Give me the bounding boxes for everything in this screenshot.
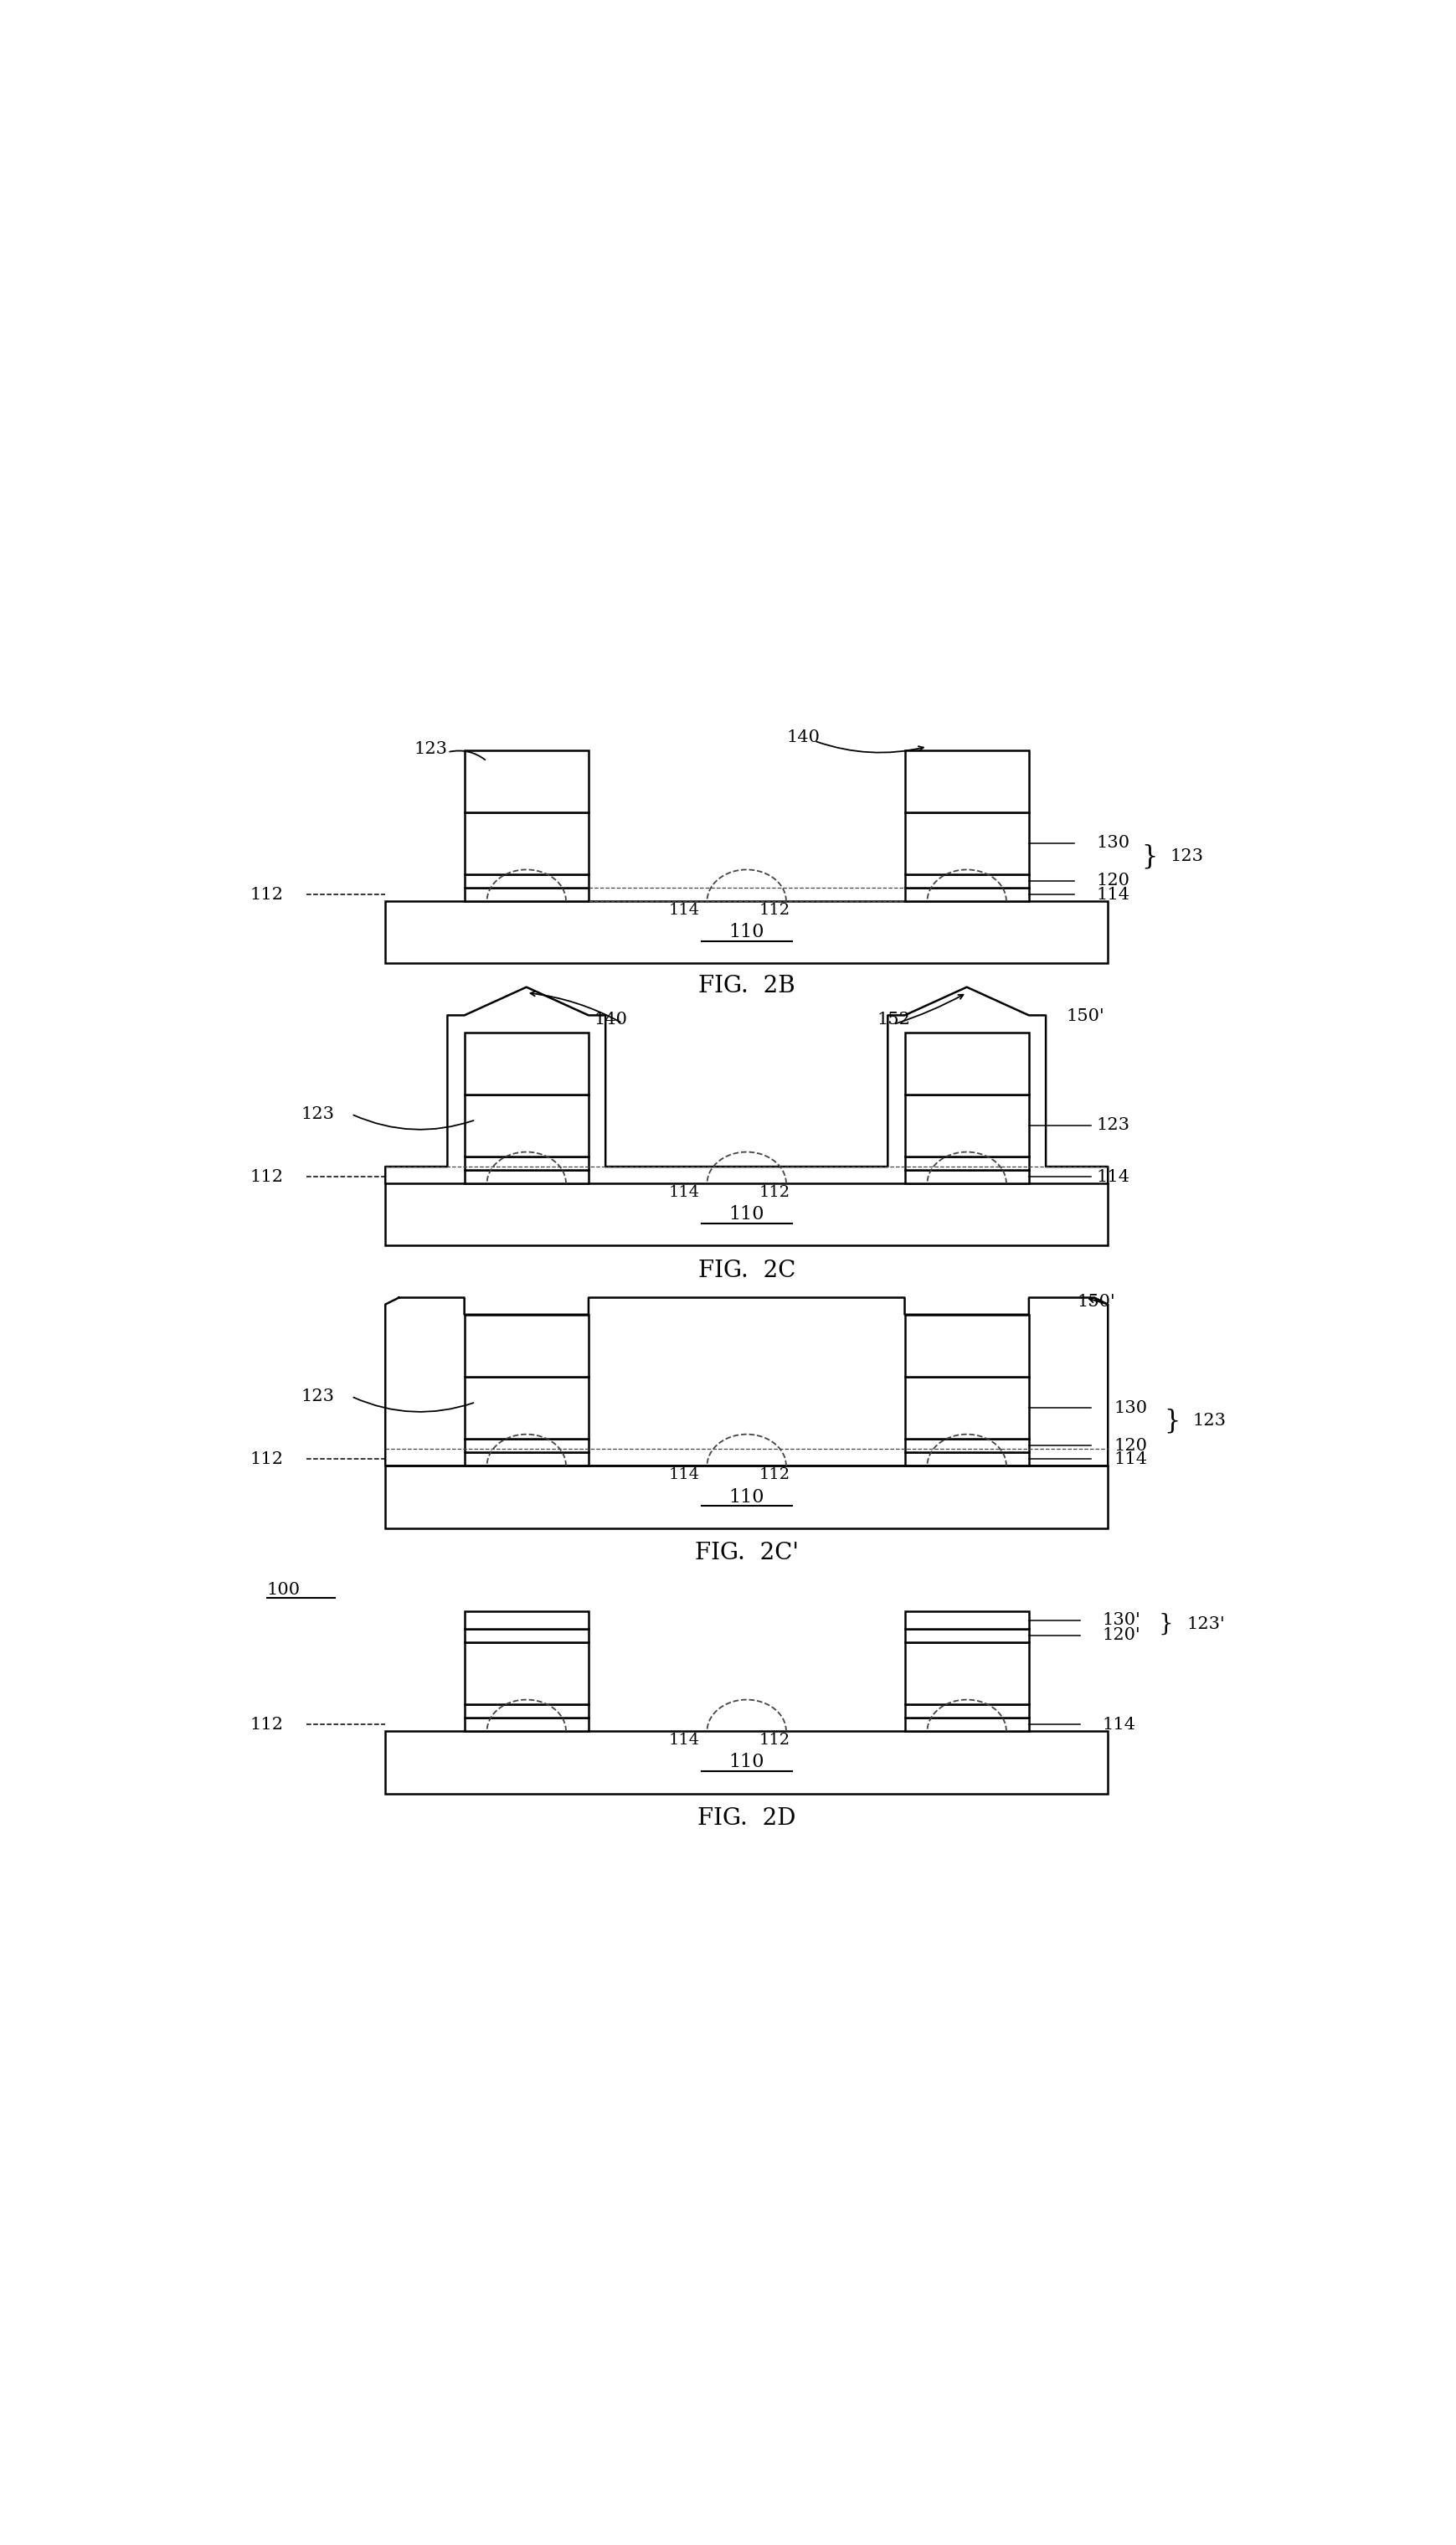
- Text: 120: 120: [1096, 873, 1130, 888]
- Text: 114: 114: [1096, 1168, 1130, 1186]
- Text: 112: 112: [250, 1168, 284, 1186]
- Text: 130': 130': [1102, 1611, 1140, 1629]
- Text: 150': 150': [1077, 1295, 1115, 1311]
- Bar: [464, 1377, 588, 1438]
- Text: 110: 110: [728, 924, 764, 942]
- Bar: [464, 1611, 588, 1629]
- Bar: [384, 1731, 1107, 1794]
- Text: FIG.  2C: FIG. 2C: [697, 1260, 795, 1283]
- Bar: [904, 1033, 1028, 1094]
- Text: }: }: [1142, 842, 1158, 870]
- Bar: [904, 751, 1028, 812]
- Text: 152: 152: [877, 1013, 910, 1028]
- Bar: [464, 1155, 588, 1171]
- Text: 110: 110: [728, 1206, 764, 1224]
- Text: 114: 114: [668, 1186, 700, 1201]
- Text: 110: 110: [728, 1489, 764, 1507]
- Text: 123: 123: [1096, 1117, 1130, 1133]
- Bar: [904, 1611, 1028, 1629]
- Text: 120': 120': [1102, 1626, 1140, 1644]
- Text: 114: 114: [668, 1733, 700, 1748]
- Text: FIG.  2B: FIG. 2B: [697, 975, 795, 998]
- Bar: [464, 1094, 588, 1155]
- Bar: [464, 1629, 588, 1642]
- Text: 130: 130: [1096, 835, 1130, 850]
- Bar: [904, 1718, 1028, 1731]
- Text: 140: 140: [594, 1013, 628, 1028]
- Text: 123: 123: [301, 1107, 333, 1122]
- Text: 114: 114: [668, 1468, 700, 1484]
- Bar: [904, 1642, 1028, 1705]
- Text: 140: 140: [786, 730, 820, 746]
- Text: FIG.  2D: FIG. 2D: [697, 1807, 795, 1830]
- Bar: [904, 1094, 1028, 1155]
- Bar: [464, 1438, 588, 1453]
- Bar: [384, 1183, 1107, 1245]
- Bar: [384, 901, 1107, 965]
- Text: 114: 114: [1096, 886, 1130, 903]
- Text: }: }: [1158, 1614, 1174, 1636]
- Text: 112: 112: [250, 886, 284, 903]
- Text: 123': 123': [1187, 1616, 1224, 1631]
- Text: 150': 150': [1066, 1008, 1104, 1026]
- Text: 114: 114: [668, 903, 700, 919]
- Bar: [464, 1453, 588, 1466]
- Text: 112: 112: [759, 1468, 791, 1484]
- Bar: [464, 1718, 588, 1731]
- Bar: [464, 873, 588, 888]
- Bar: [904, 1705, 1028, 1718]
- Text: }: }: [1163, 1407, 1179, 1433]
- Text: 123: 123: [1192, 1412, 1226, 1428]
- Bar: [464, 1316, 588, 1377]
- Text: 112: 112: [250, 1715, 284, 1733]
- Text: 120: 120: [1112, 1438, 1146, 1453]
- Bar: [904, 1316, 1028, 1377]
- Bar: [904, 888, 1028, 901]
- Text: 130: 130: [1112, 1400, 1146, 1415]
- Bar: [904, 812, 1028, 873]
- Bar: [904, 873, 1028, 888]
- Text: 114: 114: [1112, 1451, 1146, 1466]
- Text: 123: 123: [1169, 847, 1203, 865]
- Bar: [904, 1629, 1028, 1642]
- Bar: [904, 1155, 1028, 1171]
- Bar: [904, 1453, 1028, 1466]
- Bar: [464, 751, 588, 812]
- Text: FIG.  2C': FIG. 2C': [695, 1542, 798, 1565]
- Bar: [464, 1705, 588, 1718]
- Bar: [464, 1171, 588, 1183]
- Bar: [904, 1377, 1028, 1438]
- Bar: [464, 812, 588, 873]
- Text: 123: 123: [301, 1390, 333, 1405]
- Text: 112: 112: [759, 1186, 791, 1201]
- Text: 114: 114: [1102, 1715, 1136, 1733]
- Text: 112: 112: [250, 1451, 284, 1466]
- Bar: [464, 888, 588, 901]
- Bar: [384, 1466, 1107, 1527]
- Bar: [464, 1642, 588, 1705]
- Bar: [904, 1438, 1028, 1453]
- Bar: [904, 1171, 1028, 1183]
- Text: 123: 123: [414, 741, 447, 756]
- Text: 110: 110: [728, 1754, 764, 1771]
- Text: 100: 100: [266, 1583, 300, 1598]
- Text: 112: 112: [759, 903, 791, 919]
- Bar: [464, 1033, 588, 1094]
- Text: 112: 112: [759, 1733, 791, 1748]
